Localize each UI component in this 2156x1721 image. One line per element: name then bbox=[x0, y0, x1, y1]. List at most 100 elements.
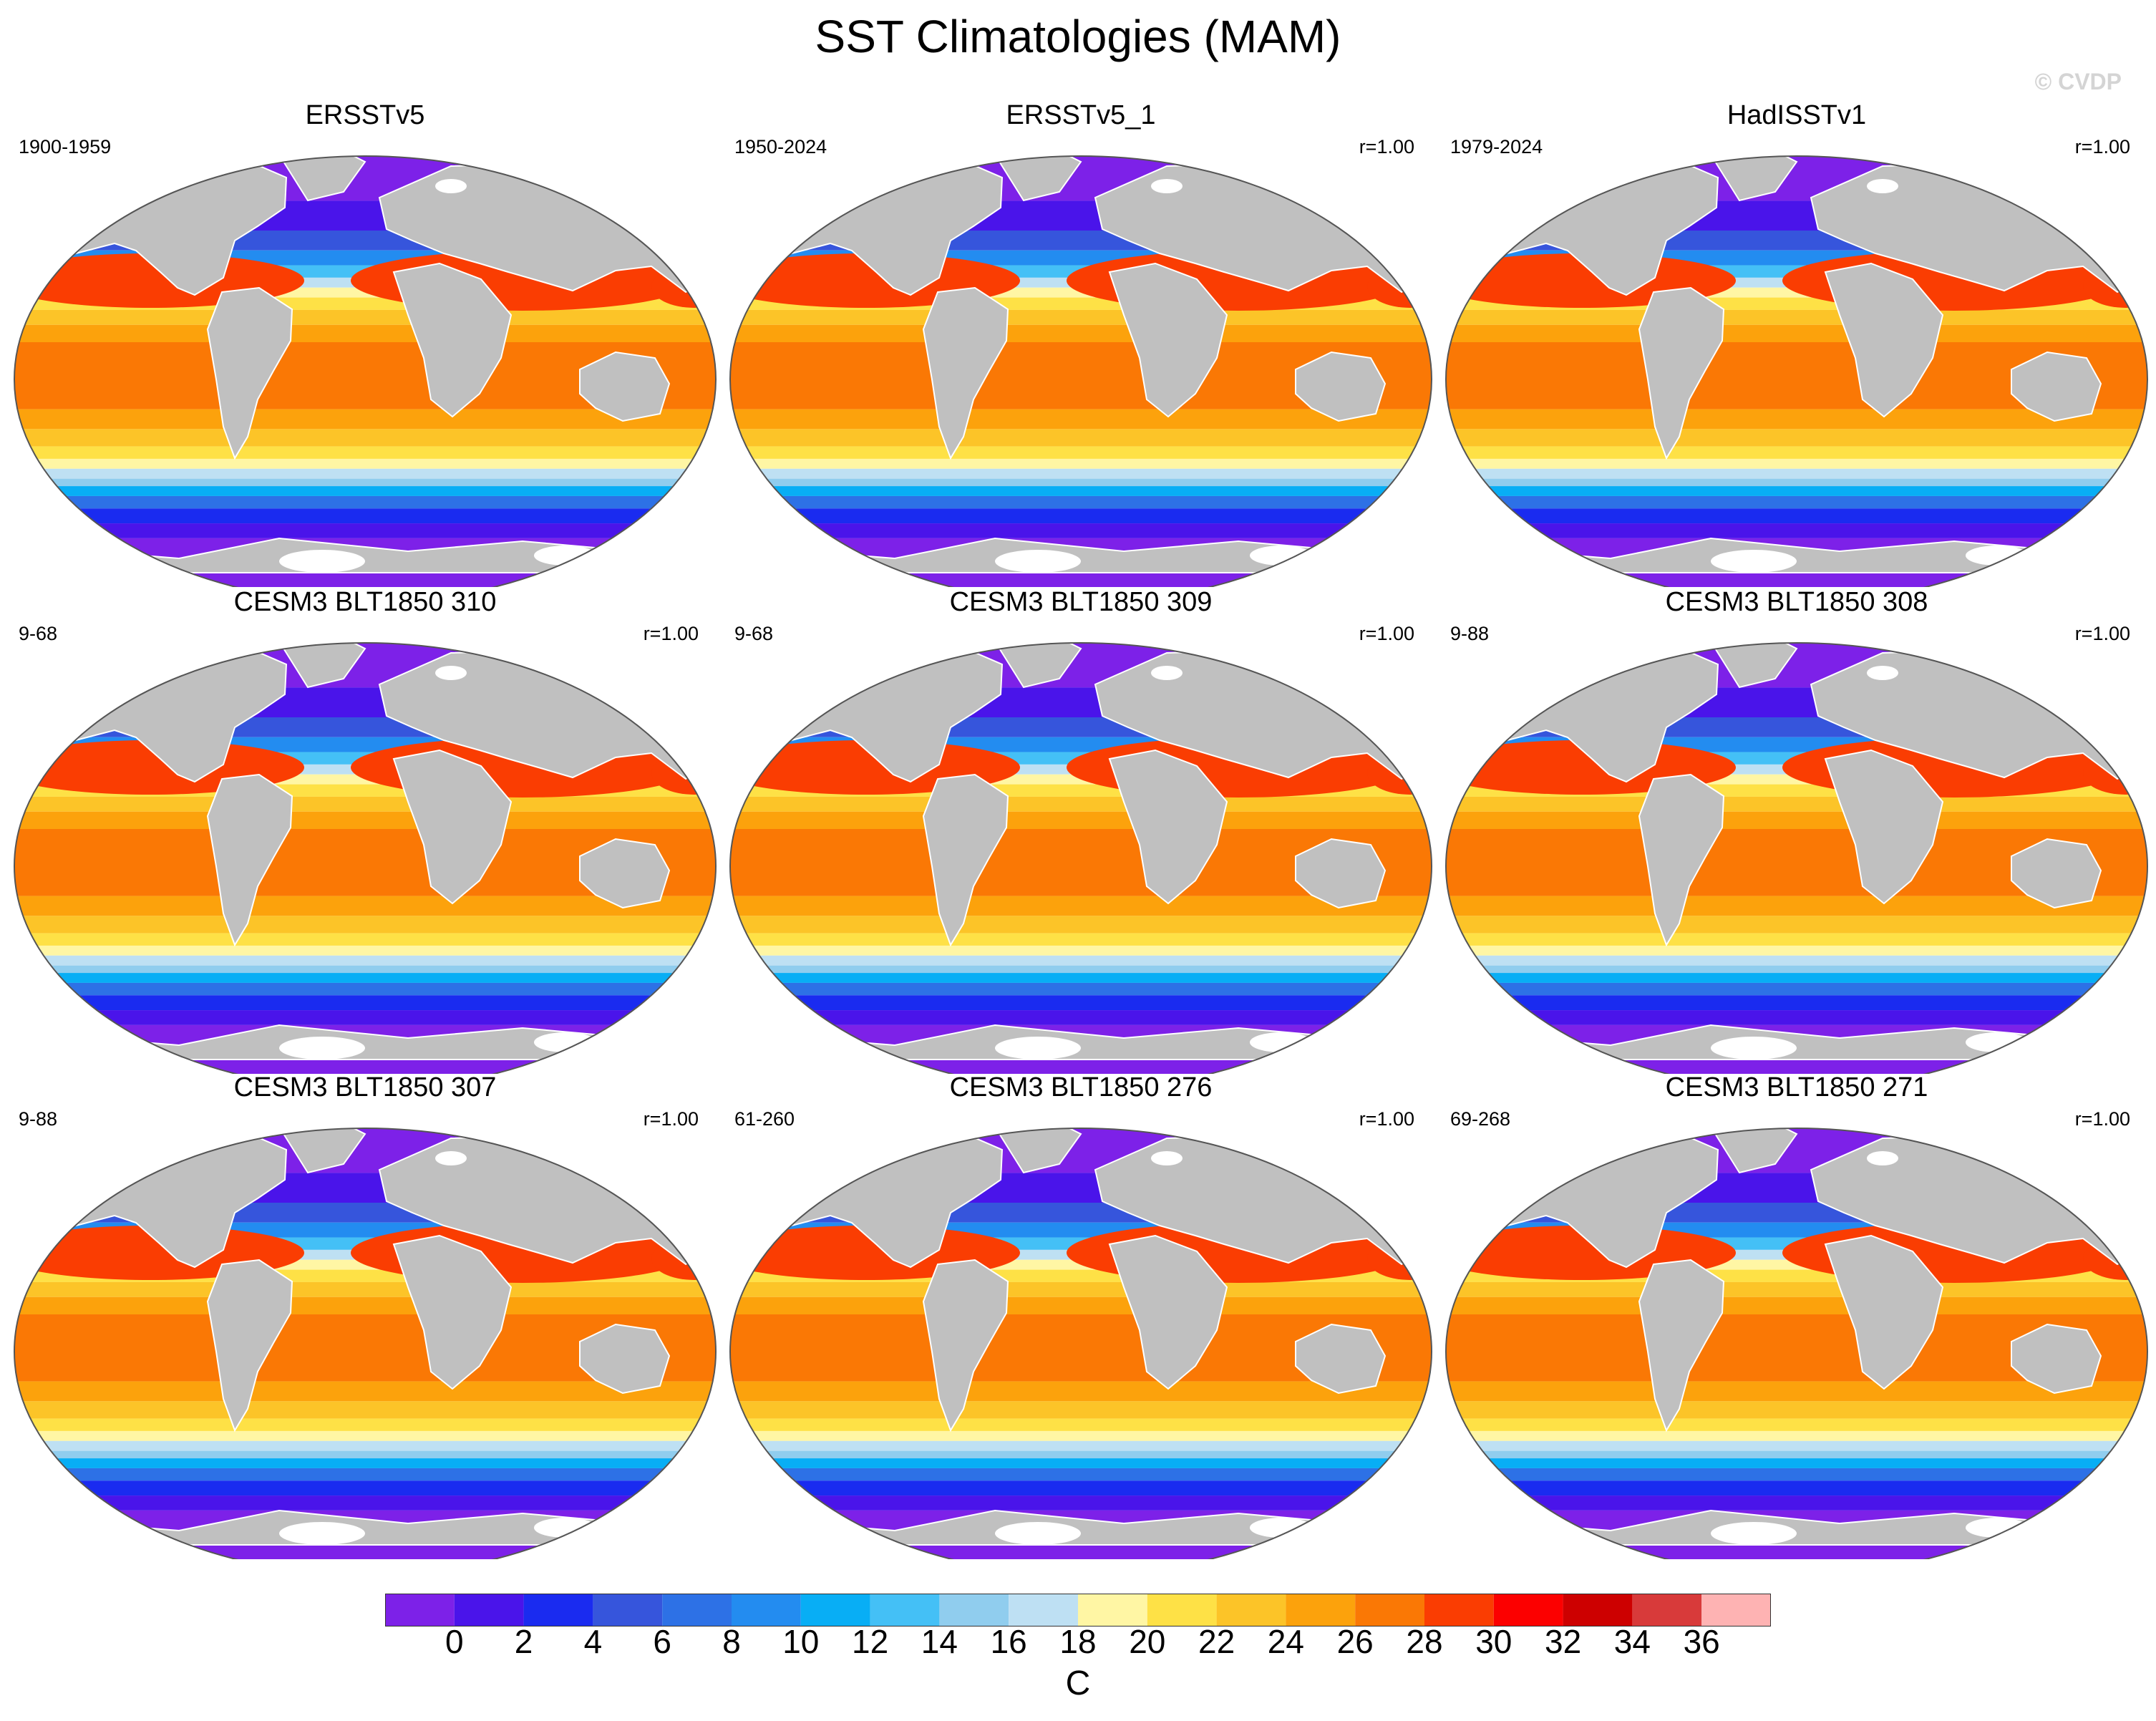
colorbar-swatch bbox=[1078, 1594, 1147, 1627]
sst-band bbox=[14, 523, 716, 538]
sea-ice-patch bbox=[1496, 1032, 1568, 1058]
panel-period: 61-260 bbox=[734, 1108, 795, 1130]
south-america-landmass bbox=[1638, 286, 1725, 460]
sea-ice-patch bbox=[1618, 1128, 1661, 1141]
south-america-landmass bbox=[1638, 1259, 1725, 1432]
sea-ice-patch bbox=[186, 1128, 229, 1141]
colorbar-unit: C bbox=[1065, 1664, 1091, 1702]
south-america-landmass bbox=[206, 286, 293, 460]
south-america-landmass bbox=[922, 1259, 1009, 1432]
sst-band bbox=[730, 982, 1432, 996]
colorbar-swatch bbox=[939, 1594, 1009, 1627]
sea-ice-patch bbox=[902, 643, 945, 656]
sst-band bbox=[14, 1010, 716, 1025]
colorbar-tick-label: 4 bbox=[583, 1623, 603, 1660]
colorbar-swatch bbox=[385, 1594, 455, 1627]
africa-landmass bbox=[1824, 749, 1944, 905]
sst-band bbox=[730, 486, 1432, 496]
sst-band bbox=[730, 1296, 1432, 1314]
sst-band bbox=[1446, 409, 2147, 430]
map-panel: HadISSTv1 1979-2024 r=1.00 bbox=[1439, 100, 2155, 587]
greenland-landmass bbox=[1709, 643, 1798, 689]
sst-band bbox=[14, 508, 716, 524]
cvdp-watermark: © CVDP bbox=[2034, 69, 2122, 94]
panel-title: HadISSTv1 bbox=[1727, 100, 1867, 130]
south-america-landmass bbox=[922, 773, 1009, 947]
colorbar-swatch bbox=[1009, 1594, 1078, 1627]
panel-title: ERSSTv5_1 bbox=[1006, 100, 1156, 130]
ocean-sst-field bbox=[1446, 643, 2147, 1074]
sea-ice-patch bbox=[902, 156, 945, 169]
sst-band bbox=[14, 446, 716, 459]
panel-correlation: r=1.00 bbox=[1359, 136, 1414, 157]
antarctica-landmass bbox=[33, 1509, 695, 1546]
panel-period: 69-268 bbox=[1450, 1108, 1511, 1130]
australia-landmass bbox=[2011, 1323, 2102, 1395]
sst-band bbox=[730, 1495, 1432, 1511]
colorbar-tick-label: 2 bbox=[514, 1623, 533, 1660]
sea-ice-patch bbox=[1496, 546, 1568, 571]
ocean-sst-field bbox=[1446, 1128, 2147, 1559]
south-america-landmass bbox=[1638, 773, 1725, 947]
sst-band bbox=[730, 478, 1432, 487]
sea-ice-patch bbox=[780, 546, 852, 571]
sst-band bbox=[1446, 945, 2147, 956]
map-outline bbox=[729, 1128, 1432, 1559]
antarctica-landmass bbox=[1465, 1509, 2127, 1546]
panel-title: CESM3 BLT1850 276 bbox=[949, 1072, 1213, 1102]
sst-band bbox=[730, 1450, 1432, 1459]
greenland-landmass bbox=[1709, 156, 1798, 202]
panel-correlation: r=1.00 bbox=[643, 1108, 699, 1130]
colorbar-tick-label: 20 bbox=[1129, 1623, 1166, 1660]
map-outline bbox=[729, 155, 1432, 587]
sea-ice-patch bbox=[186, 156, 229, 169]
sst-band bbox=[1446, 995, 2147, 1011]
australia-landmass bbox=[2011, 838, 2102, 909]
map-outline bbox=[729, 642, 1432, 1074]
south-america-landmass bbox=[922, 286, 1009, 460]
australia-landmass bbox=[1295, 1323, 1387, 1395]
sst-band bbox=[1446, 896, 2147, 916]
sst-band bbox=[730, 1401, 1432, 1419]
colorbar-swatch bbox=[1216, 1594, 1286, 1627]
map-outline bbox=[1445, 642, 2148, 1074]
world-map bbox=[14, 642, 717, 1074]
australia-landmass bbox=[1295, 351, 1387, 422]
ocean-sst-field bbox=[14, 643, 716, 1074]
sst-band bbox=[730, 1468, 1432, 1481]
sst-band bbox=[14, 811, 716, 829]
sst-band bbox=[14, 1418, 716, 1431]
sst-band bbox=[1446, 478, 2147, 487]
colorbar-swatch bbox=[1424, 1594, 1494, 1627]
sst-band bbox=[730, 933, 1432, 946]
antarctica-landmass bbox=[33, 1024, 695, 1060]
colorbar-tick-label: 12 bbox=[852, 1623, 889, 1660]
sst-band bbox=[1446, 446, 2147, 459]
world-map bbox=[14, 1128, 717, 1559]
sea-ice-patch bbox=[1711, 1037, 1797, 1060]
sst-band bbox=[1446, 955, 2147, 966]
panel-title: ERSSTv5 bbox=[305, 100, 425, 130]
australia-landmass bbox=[579, 838, 671, 909]
sst-band bbox=[1446, 1430, 2147, 1441]
sst-band bbox=[730, 916, 1432, 934]
sst-band bbox=[730, 1440, 1432, 1451]
sst-band bbox=[14, 1430, 716, 1441]
map-outline bbox=[14, 642, 717, 1074]
colorbar-tick-label: 22 bbox=[1198, 1623, 1235, 1660]
sst-band bbox=[14, 896, 716, 916]
colorbar-tick-label: 32 bbox=[1545, 1623, 1582, 1660]
antarctica-landmass bbox=[749, 1024, 1411, 1060]
sst-band bbox=[730, 309, 1432, 325]
panel-correlation: r=1.00 bbox=[2074, 1108, 2130, 1130]
sst-band bbox=[14, 324, 716, 342]
sst-band bbox=[1446, 1296, 2147, 1314]
sst-band bbox=[730, 508, 1432, 524]
greenland-landmass bbox=[1709, 1128, 1798, 1174]
sst-band bbox=[14, 982, 716, 996]
africa-landmass bbox=[1108, 1234, 1228, 1390]
panel-period: 9-88 bbox=[1450, 623, 1490, 644]
sea-ice-patch bbox=[995, 550, 1081, 573]
greenland-landmass bbox=[278, 1128, 366, 1174]
colorbar-swatch bbox=[1632, 1594, 1702, 1627]
